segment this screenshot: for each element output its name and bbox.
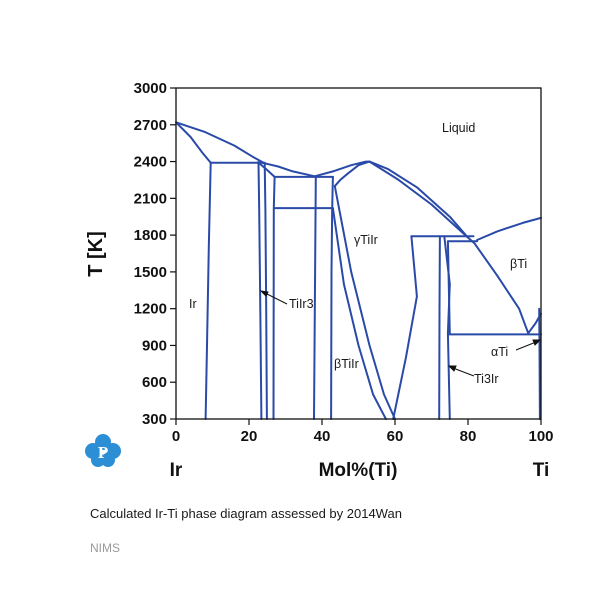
- phase-boundary-20: [392, 235, 418, 420]
- region-label-gamma-tiir: γTiIr: [354, 233, 378, 247]
- phase-boundary-10: [333, 160, 371, 188]
- y-tick-label-1200: 1200: [134, 301, 167, 318]
- phase-boundary-5: [257, 161, 276, 178]
- y-tick-label-1800: 1800: [134, 227, 167, 244]
- phase-boundary-1: [175, 121, 265, 164]
- phase-boundary-lines: [175, 121, 542, 420]
- phase-boundary-13: [313, 176, 317, 420]
- phase-boundary-27: [476, 216, 542, 241]
- x-end-label-right: Ti: [533, 460, 550, 481]
- logo-letter: P: [98, 443, 108, 462]
- x-axis: 0 20 40 60 80 100: [172, 419, 554, 445]
- y-tick-label-2100: 2100: [134, 190, 167, 207]
- logo-atom-bottom-left: [91, 453, 105, 467]
- arrow-ti3ir-head: [447, 365, 457, 372]
- x-tick-label-0: 0: [172, 428, 180, 445]
- y-tick-label-600: 600: [142, 374, 167, 391]
- phase-boundary-4: [261, 161, 316, 178]
- y-tick-label-900: 900: [142, 337, 167, 354]
- phase-boundary-19: [331, 207, 387, 420]
- phase-boundary-2: [175, 121, 212, 164]
- label-arrows: [259, 290, 542, 377]
- y-tick-label-1500: 1500: [134, 264, 167, 281]
- arrow-tiir3-head: [259, 290, 269, 297]
- phase-boundary-26: [446, 240, 451, 336]
- x-end-label-left: Ir: [170, 460, 183, 481]
- phase-boundary-12: [330, 175, 334, 420]
- arrow-alpha-ti-head: [532, 339, 542, 346]
- logo-atom-bottom-right: [101, 453, 115, 467]
- phase-boundary-15: [257, 161, 263, 420]
- x-axis-title: Mol%(Ti): [319, 460, 398, 481]
- phase-boundary-28: [472, 240, 530, 335]
- y-tick-label-2400: 2400: [134, 154, 167, 171]
- x-tick-label-80: 80: [460, 428, 477, 445]
- y-tick-label-300: 300: [142, 411, 167, 428]
- phase-boundary-8: [368, 160, 469, 239]
- x-tick-label-40: 40: [314, 428, 331, 445]
- region-label-beta-ti: βTi: [510, 257, 527, 271]
- phase-boundary-22: [438, 235, 441, 420]
- plot-frame: [175, 87, 542, 420]
- region-label-ti3ir: Ti3Ir: [474, 372, 499, 386]
- figure-caption: Calculated Ir-Ti phase diagram assessed …: [90, 506, 402, 521]
- arrow-tiir3: [264, 292, 288, 305]
- region-label-liquid: Liquid: [442, 121, 475, 135]
- region-label-alpha-ti: αTi: [491, 345, 508, 359]
- region-label-ir: Ir: [189, 297, 197, 311]
- x-tick-label-60: 60: [387, 428, 404, 445]
- molecule-logo-icon: P: [85, 434, 121, 467]
- source-label: NIMS: [90, 541, 120, 555]
- phase-boundary-18: [333, 185, 396, 420]
- phase-boundary-14: [272, 175, 276, 420]
- region-label-tiir3: TiIr3: [289, 297, 314, 311]
- y-tick-label-3000: 3000: [134, 80, 167, 97]
- phase-boundary-16: [263, 161, 268, 420]
- x-tick-label-100: 100: [528, 428, 553, 445]
- arrow-ti3ir: [452, 367, 475, 377]
- phase-boundary-30: [538, 307, 541, 420]
- phase-boundary-17: [204, 161, 212, 420]
- arrow-alpha-ti: [515, 341, 537, 351]
- y-axis: 300 600 900 1200 1500 1800 2100 2400 2700 3000: [134, 80, 176, 428]
- y-axis-title: T [K]: [85, 231, 107, 277]
- region-label-beta-tiir: βTiIr: [334, 357, 359, 371]
- x-tick-label-20: 20: [241, 428, 258, 445]
- region-labels: Liquid γTiIr βTi Ir TiIr3 βTiIr αTi Ti3I…: [189, 121, 527, 386]
- y-tick-label-2700: 2700: [134, 117, 167, 134]
- phase-boundary-9: [368, 160, 475, 244]
